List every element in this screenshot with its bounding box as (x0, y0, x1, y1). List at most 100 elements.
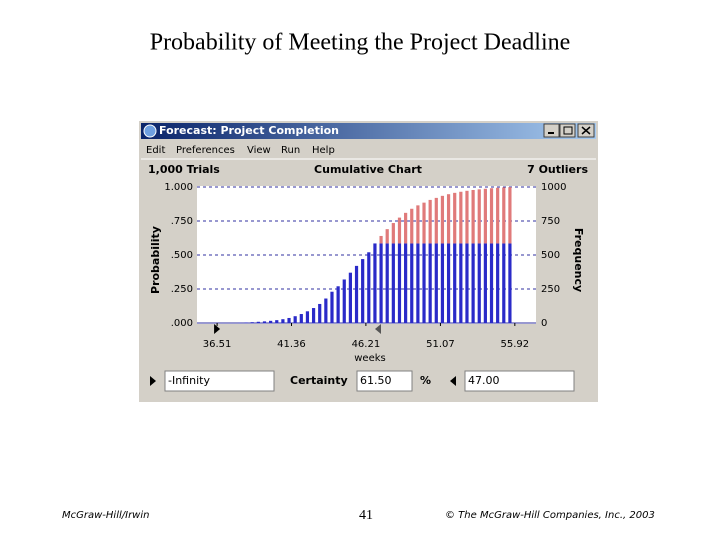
bar (441, 196, 444, 244)
bar (343, 279, 346, 323)
bar-certain-part (484, 243, 487, 323)
app-icon (144, 125, 156, 137)
menu-item[interactable]: View (247, 145, 271, 156)
bar (386, 229, 389, 243)
certainty-value: 61.50 (360, 374, 392, 387)
bar (410, 209, 413, 244)
bar-certain-part (465, 243, 468, 323)
bar (281, 319, 284, 323)
bar (349, 273, 352, 323)
window-title: Forecast: Project Completion (159, 124, 339, 137)
bar-certain-part (379, 243, 382, 323)
bar-certain-part (441, 243, 444, 323)
bar (373, 243, 376, 323)
bar-certain-part (386, 243, 389, 323)
bar (269, 321, 272, 323)
bar (318, 304, 321, 323)
page-number: 41 (359, 508, 373, 523)
bar-certain-part (447, 243, 450, 323)
x-tick-label: 41.36 (277, 339, 306, 350)
bar (404, 213, 407, 244)
y-tick-label: 1.000 (164, 182, 193, 193)
upper-value: 47.00 (468, 374, 500, 387)
minimize[interactable] (544, 124, 559, 137)
bar (312, 308, 315, 323)
bar-certain-part (416, 243, 419, 323)
bar (367, 252, 370, 323)
bar-certain-part (429, 243, 432, 323)
y2-tick-label: 0 (541, 318, 547, 329)
bar (244, 322, 247, 323)
x-tick-label: 55.92 (501, 339, 530, 350)
trials: 1,000 Trials (148, 163, 220, 176)
menu-item[interactable]: Preferences (176, 145, 235, 156)
x-tick-label: 36.51 (203, 339, 232, 350)
y2-axis-label: Frequency (572, 228, 585, 292)
x-tick-label: 46.21 (352, 339, 381, 350)
bar (459, 192, 462, 244)
maximize[interactable] (560, 124, 575, 137)
bar-certain-part (435, 243, 438, 323)
y-axis-label: Probability (149, 226, 162, 294)
bar (478, 189, 481, 243)
bar (300, 314, 303, 323)
bar (453, 193, 456, 244)
y2-tick-label: 250 (541, 284, 560, 295)
window-buttons[interactable] (544, 124, 594, 137)
y-tick-label: .500 (171, 250, 193, 261)
bar-certain-part (508, 243, 511, 323)
bar (465, 191, 468, 244)
menu-item[interactable]: Run (281, 145, 300, 156)
bar-certain-part (404, 243, 407, 323)
bar-certain-part (490, 243, 493, 323)
bar (435, 198, 438, 244)
bar-certain-part (459, 243, 462, 323)
bar (502, 187, 505, 243)
bar (472, 190, 475, 243)
y-tick-label: .750 (171, 216, 193, 227)
y-tick-label: .000 (171, 318, 193, 329)
bar-certain-part (453, 243, 456, 323)
bar-certain-part (496, 243, 499, 323)
bar (392, 223, 395, 243)
bar-certain-part (502, 243, 505, 323)
bar (422, 203, 425, 244)
certainty-label: Certainty (290, 374, 348, 387)
bar (324, 299, 327, 323)
footer-right: © The McGraw-Hill Companies, Inc., 2003 (445, 510, 655, 521)
bar-certain-part (392, 243, 395, 323)
y2-tick-label: 1000 (541, 182, 566, 193)
bar (294, 316, 297, 323)
y2-tick-label: 750 (541, 216, 560, 227)
y-tick-label: .250 (171, 284, 193, 295)
bar-certain-part (472, 243, 475, 323)
bar-certain-part (410, 243, 413, 323)
outliers: 7 Outliers (527, 163, 588, 176)
bar (306, 311, 309, 323)
bar (257, 322, 260, 323)
bar (251, 322, 254, 323)
bar (330, 292, 333, 323)
menu-item[interactable]: Edit (146, 145, 165, 156)
bar-certain-part (398, 243, 401, 323)
chart-title: Cumulative Chart (314, 163, 422, 176)
bar (496, 188, 499, 244)
bar (263, 321, 266, 323)
bar (490, 188, 493, 243)
bar (484, 189, 487, 244)
y2-tick-label: 500 (541, 250, 560, 261)
slide-title: Probability of Meeting the Project Deadl… (150, 30, 571, 56)
bar (355, 266, 358, 323)
bar (361, 259, 364, 323)
x-axis-label: weeks (354, 353, 385, 364)
bar (398, 218, 401, 244)
bar (447, 194, 450, 243)
footer-left: McGraw-Hill/Irwin (62, 510, 149, 521)
bar-certain-part (478, 243, 481, 323)
x-tick-label: 51.07 (426, 339, 455, 350)
bar-certain-part (422, 243, 425, 323)
menu-item[interactable]: Help (312, 145, 335, 156)
bar (287, 318, 290, 323)
